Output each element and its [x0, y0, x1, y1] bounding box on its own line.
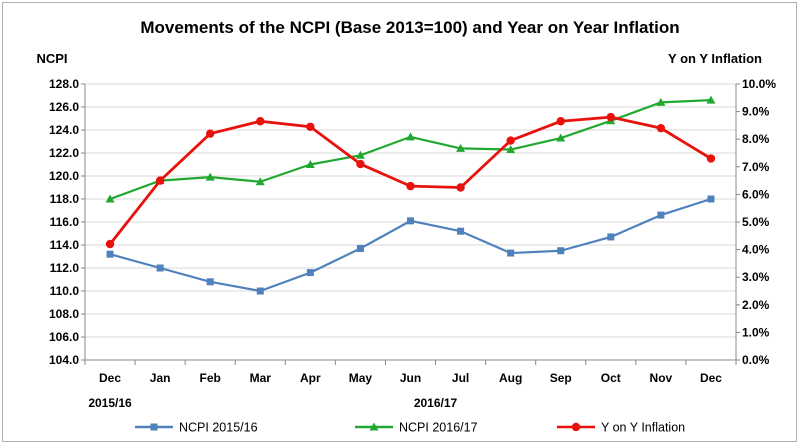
y-left-tick-label: 104.0 [49, 353, 79, 367]
y-left-tick-label: 124.0 [49, 123, 79, 137]
x-tick-label: Jan [150, 371, 171, 385]
y-right-tick-label: 3.0% [742, 270, 770, 284]
marker-circle [306, 122, 315, 131]
y-left-tick-label: 128.0 [49, 77, 79, 91]
y-left-tick-label: 110.0 [50, 284, 80, 298]
y-left-tick-label: 118.0 [50, 192, 80, 206]
x-tick-label: Jun [400, 371, 421, 385]
marker-triangle [556, 133, 566, 142]
y-left-axis-title: NCPI [36, 51, 67, 66]
marker-square [106, 250, 114, 258]
marker-circle [706, 154, 716, 163]
y-right-tick-label: 2.0% [742, 298, 770, 312]
y-right-axis-title: Y on Y Inflation [668, 51, 762, 66]
x-tick-label: Apr [300, 371, 321, 385]
y-left-tick-label: 108.0 [49, 307, 79, 321]
marker-square [407, 217, 414, 225]
marker-triangle [355, 150, 365, 159]
marker-square [256, 287, 264, 295]
marker-triangle [456, 143, 466, 152]
marker-triangle [506, 145, 516, 154]
marker-circle [105, 239, 115, 249]
chart-title: Movements of the NCPI (Base 2013=100) an… [140, 18, 679, 37]
marker-circle [606, 112, 616, 122]
y-left-tick-label: 116.0 [50, 215, 80, 229]
y-left-tick-label: 126.0 [49, 100, 79, 114]
marker-triangle [105, 194, 115, 203]
y-right-tick-label: 9.0% [742, 105, 770, 119]
y-right-tick-label: 6.0% [742, 187, 770, 201]
x-tick-label: Oct [601, 371, 621, 385]
marker-triangle [305, 160, 315, 168]
x-group-label: 2016/17 [414, 396, 458, 410]
x-tick-label: Aug [499, 371, 522, 385]
marker-triangle [656, 97, 666, 106]
y-left-tick-label: 120.0 [49, 169, 79, 183]
legend: NCPI 2015/16 NCPI 2016/17 Y on Y Inflation [135, 421, 685, 435]
y-left-tick-label: 114.0 [50, 238, 80, 252]
y-right-tick-label: 10.0% [742, 77, 776, 91]
marker-circle [656, 123, 666, 133]
x-group-label: 2015/16 [88, 396, 132, 410]
y-right-tick-label: 5.0% [742, 215, 770, 229]
marker-circle [506, 136, 515, 145]
x-tick-label: Dec [99, 371, 121, 385]
marker-circle [356, 159, 365, 169]
marker-square [356, 244, 364, 252]
marker-circle [571, 422, 581, 432]
x-tick-label: Feb [200, 371, 221, 385]
y-left-tick-label: 112.0 [50, 261, 80, 275]
marker-circle [155, 176, 165, 185]
marker-triangle [369, 422, 379, 431]
marker-circle [406, 181, 415, 191]
x-tick-label: Dec [700, 371, 722, 385]
y-right-tick-label: 7.0% [742, 160, 770, 174]
marker-square [657, 211, 665, 219]
marker-circle [556, 117, 565, 126]
marker-circle [205, 129, 215, 138]
y-right-tick-label: 1.0% [742, 325, 770, 339]
y-right-tick-label: 4.0% [742, 243, 770, 257]
y-right-tick-label: 8.0% [742, 132, 770, 146]
marker-square [457, 227, 465, 235]
marker-triangle [255, 177, 265, 186]
x-tick-label: May [349, 371, 373, 385]
marker-circle [256, 117, 265, 126]
legend-label: NCPI 2015/16 [179, 421, 258, 435]
grid-layer [85, 83, 736, 338]
marker-triangle [406, 132, 415, 141]
x-tick-label: Mar [250, 371, 272, 385]
x-tick-label: Jul [452, 371, 469, 385]
legend-label: Y on Y Inflation [601, 421, 685, 435]
x-tick-label: Sep [550, 371, 572, 385]
marker-square [150, 423, 158, 431]
marker-square [306, 269, 314, 277]
marker-triangle [706, 95, 716, 104]
tick-labels: 104.0 106.0 108.0 110.0 112.0 114.0 116.0 118.0… [49, 77, 776, 410]
marker-square [507, 249, 515, 257]
x-tick-label: Nov [650, 371, 673, 385]
y-left-tick-label: 106.0 [49, 330, 79, 344]
y-right-tick-label: 0.0% [742, 353, 770, 367]
marker-square [557, 247, 565, 255]
marker-circle [456, 183, 465, 192]
marker-square [707, 195, 715, 203]
marker-square [206, 278, 214, 286]
marker-triangle [205, 172, 215, 181]
marker-square [607, 233, 615, 241]
axes-layer [81, 83, 740, 365]
series-layer [105, 95, 716, 295]
legend-label: NCPI 2016/17 [399, 421, 478, 435]
y-left-tick-label: 122.0 [49, 146, 79, 160]
marker-square [156, 264, 164, 272]
